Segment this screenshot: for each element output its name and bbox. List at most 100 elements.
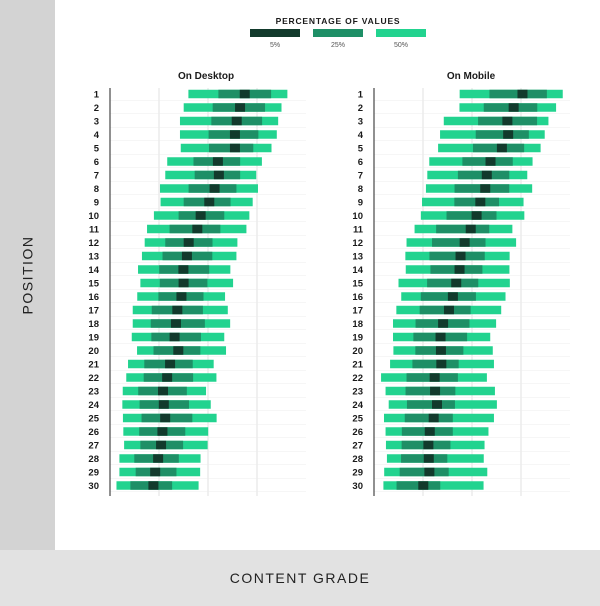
tick-label-position: 17 bbox=[352, 306, 363, 317]
band-25pct-bar bbox=[446, 211, 497, 220]
tick-label-position: 23 bbox=[352, 387, 363, 398]
band-5pct-bar bbox=[459, 238, 470, 247]
legend-label-5pct: 5% bbox=[270, 42, 280, 49]
tick-label-position: 28 bbox=[352, 454, 363, 465]
band-5pct-bar bbox=[162, 373, 173, 382]
band-5pct-bar bbox=[195, 211, 206, 220]
tick-label-position: 22 bbox=[88, 373, 99, 384]
tick-label-position: 11 bbox=[353, 225, 364, 236]
band-5pct-bar bbox=[443, 305, 454, 315]
band-5pct-bar bbox=[213, 170, 224, 180]
tick-label-position: 29 bbox=[88, 468, 99, 479]
band-5pct-bar bbox=[231, 116, 242, 126]
band-5pct-bar bbox=[157, 427, 168, 436]
tick-label-position: 27 bbox=[352, 441, 363, 452]
legend-swatch-50pct bbox=[376, 29, 426, 37]
x-axis-label: CONTENT GRADE bbox=[229, 570, 371, 586]
band-5pct-bar bbox=[508, 103, 519, 112]
band-5pct-bar bbox=[229, 143, 240, 153]
tick-label-position: 26 bbox=[88, 427, 99, 438]
band-5pct-bar bbox=[517, 89, 528, 99]
band-5pct-bar bbox=[212, 157, 223, 166]
tick-label-position: 2 bbox=[94, 103, 99, 114]
band-5pct-bar bbox=[438, 319, 449, 328]
band-5pct-bar bbox=[451, 278, 462, 288]
tick-label-position: 11 bbox=[89, 225, 100, 236]
band-5pct-bar bbox=[229, 130, 240, 139]
x-axis-panel: CONTENT GRADE bbox=[0, 550, 600, 606]
band-5pct-bar bbox=[471, 211, 482, 220]
tick-label-position: 30 bbox=[88, 481, 99, 492]
tick-label-position: 20 bbox=[352, 346, 363, 357]
band-25pct-bar bbox=[436, 224, 490, 234]
band-5pct-bar bbox=[429, 373, 440, 382]
band-5pct-bar bbox=[158, 386, 169, 396]
tick-label-position: 14 bbox=[88, 265, 99, 276]
tick-label-position: 8 bbox=[94, 184, 99, 195]
tick-label-position: 18 bbox=[352, 319, 363, 330]
band-5pct-bar bbox=[160, 413, 171, 423]
band-5pct-bar bbox=[158, 400, 169, 409]
band-5pct-bar bbox=[465, 224, 476, 234]
tick-label-position: 13 bbox=[352, 252, 363, 263]
tick-label-position: 20 bbox=[88, 346, 99, 357]
band-5pct-bar bbox=[423, 454, 434, 463]
band-5pct-bar bbox=[170, 319, 181, 328]
band-5pct-bar bbox=[502, 116, 513, 126]
tick-label-position: 16 bbox=[352, 292, 363, 303]
tick-label-position: 4 bbox=[94, 130, 100, 141]
panel-title-mobile: On Mobile bbox=[447, 71, 496, 82]
band-5pct-bar bbox=[183, 238, 194, 247]
band-5pct-bar bbox=[485, 157, 496, 166]
legend-label-25pct: 25% bbox=[331, 42, 345, 49]
band-5pct-bar bbox=[447, 292, 458, 301]
tick-label-position: 18 bbox=[88, 319, 99, 330]
tick-label-position: 14 bbox=[352, 265, 363, 276]
tick-label-position: 21 bbox=[88, 360, 99, 371]
band-5pct-bar bbox=[455, 251, 466, 261]
tick-label-position: 13 bbox=[88, 252, 99, 263]
band-5pct-bar bbox=[150, 467, 161, 477]
band-5pct-bar bbox=[496, 143, 507, 153]
tick-label-position: 5 bbox=[358, 144, 364, 155]
tick-label-position: 10 bbox=[352, 211, 363, 222]
tick-label-position: 15 bbox=[352, 279, 363, 290]
tick-label-position: 7 bbox=[94, 171, 99, 182]
tick-label-position: 19 bbox=[352, 333, 363, 344]
tick-label-position: 26 bbox=[352, 427, 363, 438]
band-5pct-bar bbox=[148, 481, 159, 490]
tick-label-position: 4 bbox=[358, 130, 364, 141]
band-5pct-bar bbox=[424, 467, 435, 477]
y-axis-panel bbox=[0, 0, 55, 550]
band-5pct-bar bbox=[430, 386, 441, 396]
legend-label-50pct: 50% bbox=[394, 42, 408, 49]
band-5pct-bar bbox=[475, 197, 486, 207]
band-5pct-bar bbox=[173, 346, 184, 355]
tick-label-position: 25 bbox=[352, 414, 363, 425]
tick-label-position: 3 bbox=[94, 117, 99, 128]
band-5pct-bar bbox=[424, 427, 435, 436]
band-25pct-bar bbox=[406, 400, 455, 409]
band-5pct-bar bbox=[481, 170, 492, 180]
band-5pct-bar bbox=[153, 454, 164, 463]
tick-label-position: 12 bbox=[88, 238, 99, 249]
band-5pct-bar bbox=[192, 224, 203, 234]
tick-label-position: 12 bbox=[352, 238, 363, 249]
tick-label-position: 24 bbox=[88, 400, 99, 411]
tick-label-position: 7 bbox=[358, 171, 363, 182]
band-5pct-bar bbox=[423, 440, 434, 450]
tick-label-position: 27 bbox=[88, 441, 99, 452]
tick-label-position: 22 bbox=[352, 373, 363, 384]
band-25pct-bar bbox=[475, 130, 529, 139]
tick-label-position: 9 bbox=[94, 198, 99, 209]
tick-label-position: 24 bbox=[352, 400, 363, 411]
band-5pct-bar bbox=[172, 305, 183, 315]
band-5pct-bar bbox=[204, 197, 215, 207]
band-5pct-bar bbox=[436, 359, 447, 369]
tick-label-position: 16 bbox=[88, 292, 99, 303]
band-5pct-bar bbox=[503, 130, 514, 139]
band-5pct-bar bbox=[428, 413, 439, 423]
band-5pct-bar bbox=[418, 481, 429, 490]
band-5pct-bar bbox=[209, 184, 220, 193]
tick-label-position: 5 bbox=[94, 144, 100, 155]
